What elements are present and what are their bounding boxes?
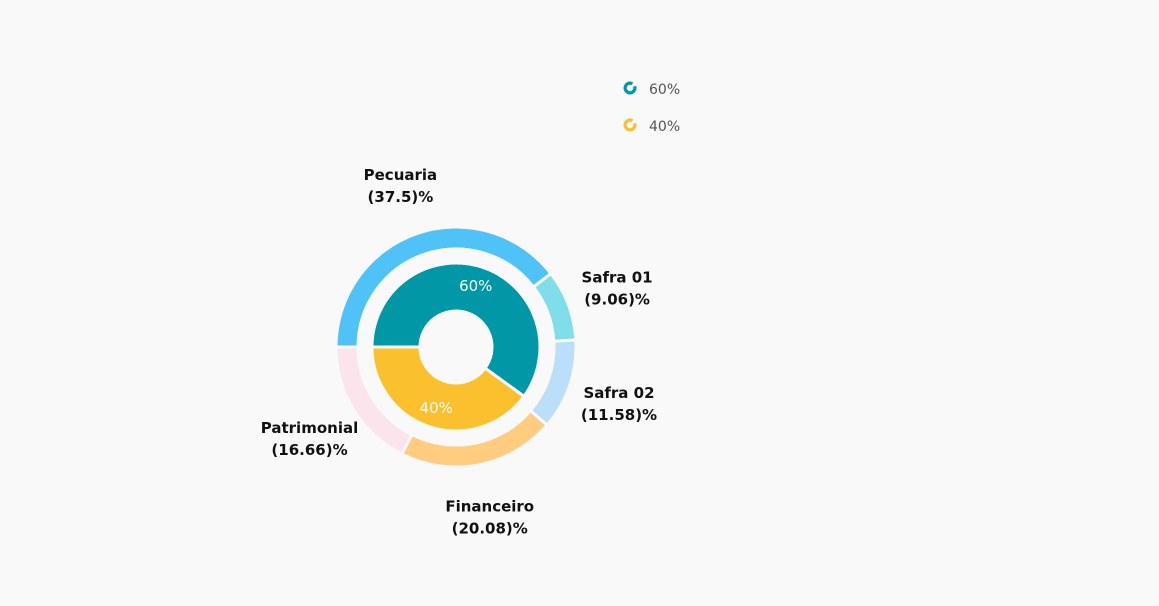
donut-legend-icon — [623, 81, 637, 95]
outer-label-pecuaria: Pecuaria (37.5)% — [364, 166, 438, 206]
outer-label-name: Safra 01 — [582, 269, 653, 287]
outer-label-percent: (9.06)% — [584, 291, 650, 309]
inner-ring-slice-1[interactable] — [370, 345, 527, 433]
outer-label-percent: (20.08)% — [452, 520, 528, 538]
outer-label-financeiro: Financeiro (20.08)% — [445, 498, 534, 538]
legend-item-1[interactable]: 40% — [623, 118, 681, 135]
outer-label-safra-02: Safra 02 (11.58)% — [581, 384, 657, 424]
outer-label-percent: (37.5)% — [368, 188, 434, 206]
outer-ring-slice-4[interactable] — [334, 345, 414, 457]
outer-label-safra-01: Safra 01 (9.06)% — [582, 269, 653, 309]
outer-label-name: Pecuaria — [364, 166, 438, 184]
outer-label-name: Patrimonial — [261, 419, 358, 437]
legend-item-0[interactable]: 60% — [623, 81, 681, 98]
outer-label-percent: (16.66)% — [271, 441, 347, 459]
outer-label-patrimonial: Patrimonial (16.66)% — [261, 419, 358, 459]
legend-label: 40% — [649, 119, 680, 135]
outer-label-percent: (11.58)% — [581, 406, 657, 424]
outer-label-name: Safra 02 — [583, 384, 654, 402]
inner-slice-label-0: 60% — [459, 277, 492, 295]
outer-label-name: Financeiro — [445, 498, 534, 516]
inner-slice-label-1: 40% — [420, 399, 453, 417]
inner-ring-slice-0[interactable] — [370, 261, 542, 399]
legend-label: 60% — [649, 82, 680, 98]
donut-legend-icon — [623, 118, 637, 132]
